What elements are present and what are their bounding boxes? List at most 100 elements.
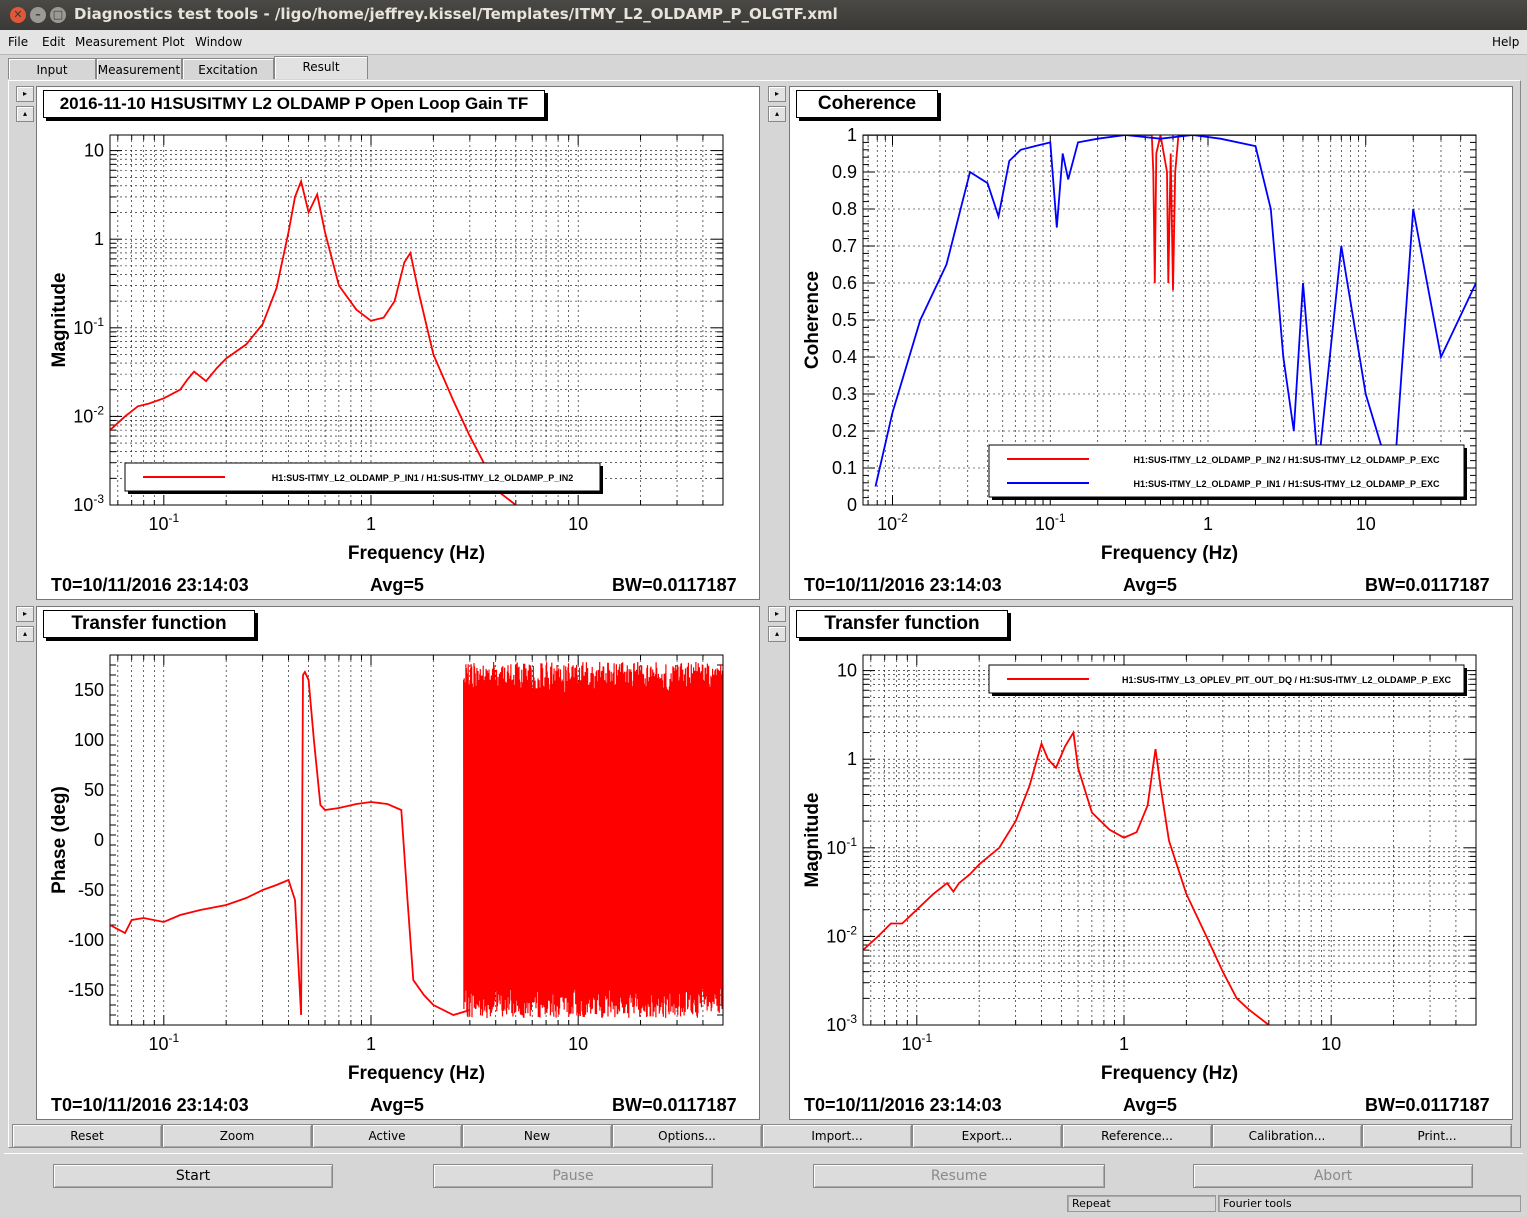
reset-button[interactable]: Reset [12, 1124, 162, 1148]
y-tick-label: -150 [68, 980, 104, 1000]
chart-magnitude[interactable]: 10-1 1 10 10-3 10-2 10-1 1 10 Frequency (Hz) Magn… [37, 87, 759, 599]
y-tick-label: 0.5 [832, 310, 857, 330]
y-tick-label: -100 [68, 930, 104, 950]
legend: H1:SUS-ITMY_L2_OLDAMP_P_IN2 / H1:SUS-ITM… [988, 444, 1467, 500]
window-title: Diagnostics test tools - /ligo/home/jeff… [74, 5, 838, 23]
chart-phase[interactable]: 10-1 1 10 -150 -100 -50 0 50 100 150 Frequency (Hz… [37, 607, 759, 1119]
print-button[interactable]: Print... [1362, 1124, 1512, 1148]
export-button[interactable]: Export... [912, 1124, 1062, 1148]
x-tick-label: 10 [568, 514, 588, 534]
y-tick-label: 1 [847, 749, 857, 769]
y-tick-label: 0.9 [832, 162, 857, 182]
y-tick-label: 1 [94, 229, 104, 249]
active-button[interactable]: Active [312, 1124, 462, 1148]
data-layer [863, 135, 1476, 487]
tab-measurement[interactable]: Measurement [96, 58, 182, 79]
y-tick-label: 100 [74, 730, 104, 750]
series-line [863, 135, 1476, 291]
plot-panel-1[interactable]: 10-1 1 10 10-3 10-2 10-1 1 10 Frequency (Hz) Magn… [36, 86, 760, 600]
pad-down-arrow-icon[interactable]: ▴ [16, 626, 34, 642]
menu-window[interactable]: Window [195, 35, 243, 49]
import-button[interactable]: Import... [762, 1124, 912, 1148]
x-tick-label: 10 [1356, 514, 1376, 534]
panel-title: Transfer function [796, 610, 1008, 638]
x-axis-label: Frequency (Hz) [1101, 1063, 1238, 1084]
plot-frame [109, 654, 724, 1026]
series-noise [463, 661, 723, 1019]
pad-down-arrow-icon[interactable]: ▴ [768, 106, 786, 122]
new-button[interactable]: New [462, 1124, 612, 1148]
menu-plot[interactable]: Plot [162, 35, 185, 49]
status-bw: BW=0.0117187 [612, 1095, 737, 1115]
plot-panel-3[interactable]: 10-1 1 10 -150 -100 -50 0 50 100 150 Frequency (Hz… [36, 606, 760, 1120]
x-axis-label: Frequency (Hz) [348, 1063, 485, 1084]
pad-up-arrow-icon[interactable]: ▸ [768, 606, 786, 622]
x-tick-label: 1 [366, 514, 376, 534]
pad-down-arrow-icon[interactable]: ▴ [16, 106, 34, 122]
status-bw: BW=0.0117187 [612, 575, 737, 595]
x-axis-label: Frequency (Hz) [1101, 543, 1238, 564]
x-tick-label: 1 [1203, 514, 1213, 534]
minimize-icon[interactable]: – [30, 7, 46, 23]
chart-coherence[interactable]: 10-2 10-1 1 10 0 0.1 0.2 0.3 0.4 0.5 0.6 0.7 0.8 0.9 1… [790, 87, 1512, 599]
legend: H1:SUS-ITMY_L2_OLDAMP_P_IN1 / H1:SUS-ITM… [124, 462, 603, 494]
plot-area: 10-1 1 10 -150 -100 -50 0 50 100 150 Frequency (Hz… [49, 654, 724, 1084]
legend: H1:SUS-ITMY_L3_OPLEV_PIT_OUT_DQ / H1:SUS… [988, 664, 1467, 696]
status-t0: T0=10/11/2016 23:14:03 [804, 575, 1002, 595]
menu-edit[interactable]: Edit [42, 35, 66, 49]
tab-result[interactable]: Result [274, 56, 368, 79]
pad-up-arrow-icon[interactable]: ▸ [16, 86, 34, 102]
options-button[interactable]: Options... [612, 1124, 762, 1148]
reference-button[interactable]: Reference... [1062, 1124, 1212, 1148]
tab-input[interactable]: Input [8, 58, 96, 79]
pad-up-arrow-icon[interactable]: ▸ [16, 606, 34, 622]
y-tick-label: -50 [78, 880, 104, 900]
start-button[interactable]: Start [53, 1164, 333, 1188]
tab-excitation[interactable]: Excitation [182, 58, 274, 79]
legend-entry: H1:SUS-ITMY_L2_OLDAMP_P_IN2 / H1:SUS-ITM… [1133, 455, 1440, 465]
series-line [874, 135, 1476, 487]
grid [863, 134, 1477, 506]
y-tick-label: 10 [837, 661, 857, 681]
grid [110, 135, 724, 506]
y-tick-label: 150 [74, 680, 104, 700]
panel-title: Transfer function [43, 610, 255, 638]
legend-entry: H1:SUS-ITMY_L3_OPLEV_PIT_OUT_DQ / H1:SUS… [1122, 675, 1452, 685]
zoom-button[interactable]: Zoom [162, 1124, 312, 1148]
status-avg: Avg=5 [1123, 575, 1177, 595]
pad-down-arrow-icon[interactable]: ▴ [768, 626, 786, 642]
pad-up-arrow-icon[interactable]: ▸ [768, 86, 786, 102]
window-titlebar: ✕ – □ Diagnostics test tools - /ligo/hom… [0, 0, 1527, 30]
status-bw: BW=0.0117187 [1365, 575, 1490, 595]
x-tick-label: 10-2 [877, 511, 908, 534]
close-icon[interactable]: ✕ [10, 7, 26, 23]
legend-box [988, 664, 1465, 694]
y-axis-label: Phase (deg) [49, 786, 70, 894]
menu-help[interactable]: Help [1492, 35, 1520, 49]
x-axis-label: Frequency (Hz) [348, 543, 485, 564]
chart-magnitude-oplev[interactable]: 10-1 1 10 10-3 10-2 10-1 1 10 Frequency (Hz) Magn… [790, 607, 1512, 1119]
status-repeat: Repeat [1067, 1195, 1216, 1212]
y-tick-label: 50 [84, 780, 104, 800]
calibration-button[interactable]: Calibration... [1212, 1124, 1362, 1148]
maximize-icon[interactable]: □ [50, 7, 66, 23]
series-line [863, 729, 1270, 1025]
legend-box [988, 444, 1465, 498]
pause-button[interactable]: Pause [433, 1164, 713, 1188]
y-tick-label: 10-1 [73, 315, 104, 338]
y-tick-label: 0.6 [832, 273, 857, 293]
plot-frame [862, 654, 1477, 1026]
data-layer [110, 661, 723, 1019]
menu-measurement[interactable]: Measurement [75, 35, 158, 49]
status-fourier-tools: Fourier tools [1218, 1195, 1521, 1212]
plot-panel-4[interactable]: 10-1 1 10 10-3 10-2 10-1 1 10 Frequency (Hz) Magn… [789, 606, 1513, 1120]
status-avg: Avg=5 [1123, 1095, 1177, 1115]
menu-file[interactable]: File [8, 35, 29, 49]
abort-button[interactable]: Abort [1193, 1164, 1473, 1188]
resume-button[interactable]: Resume [813, 1164, 1105, 1188]
status-bw: BW=0.0117187 [1365, 1095, 1490, 1115]
status-avg: Avg=5 [370, 575, 424, 595]
plot-panel-2[interactable]: 10-2 10-1 1 10 0 0.1 0.2 0.3 0.4 0.5 0.6 0.7 0.8 0.9 1… [789, 86, 1513, 600]
x-tick-label: 10-1 [148, 511, 179, 534]
status-avg: Avg=5 [370, 1095, 424, 1115]
